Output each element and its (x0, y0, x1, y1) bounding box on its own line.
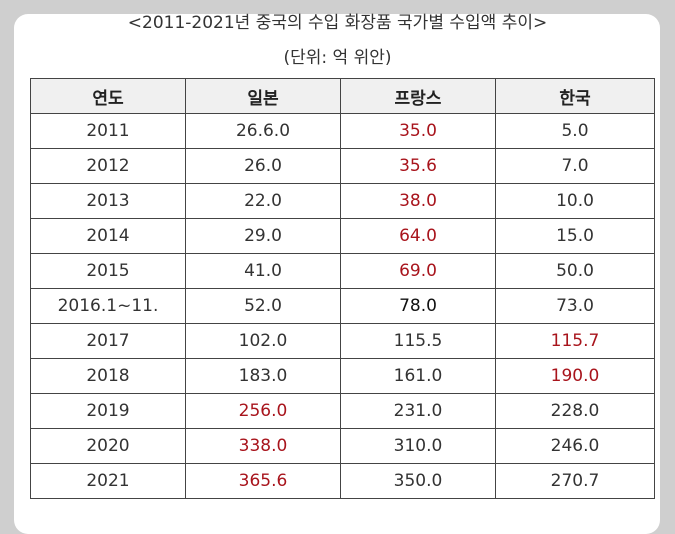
cell-korea: 50.0 (495, 253, 655, 289)
cell-korea: 115.7 (495, 323, 655, 359)
cell-korea: 246.0 (495, 428, 655, 464)
cell-japan: 338.0 (185, 428, 341, 464)
cell-year: 2016.1~11. (30, 288, 186, 324)
cell-korea: 270.7 (495, 463, 655, 499)
cell-year: 2011 (30, 113, 186, 149)
header-korea: 한국 (495, 78, 655, 114)
table-title: <2011-2021년 중국의 수입 화장품 국가별 수입액 추이> (127, 13, 548, 33)
cell-year: 2012 (30, 148, 186, 184)
cell-france: 64.0 (340, 218, 496, 254)
header-year: 연도 (30, 78, 186, 114)
cell-japan: 26.0 (185, 148, 341, 184)
cell-france: 161.0 (340, 358, 496, 394)
cell-year: 2021 (30, 463, 186, 499)
cell-korea: 190.0 (495, 358, 655, 394)
table-row: 2012 26.0 35.6 7.0 (30, 148, 655, 184)
table-row: 2021 365.6 350.0 270.7 (30, 463, 655, 499)
cell-japan: 22.0 (185, 183, 341, 219)
cell-japan: 183.0 (185, 358, 341, 394)
header-row: 연도 일본 프랑스 한국 (30, 78, 655, 114)
cell-france: 115.5 (340, 323, 496, 359)
cell-korea: 10.0 (495, 183, 655, 219)
cell-japan: 102.0 (185, 323, 341, 359)
table-row: 2017 102.0 115.5 115.7 (30, 323, 655, 359)
table-row: 2016.1~11. 52.0 78.0 73.0 (30, 288, 655, 324)
cell-korea: 73.0 (495, 288, 655, 324)
cell-france: 310.0 (340, 428, 496, 464)
table-row: 2015 41.0 69.0 50.0 (30, 253, 655, 289)
cell-year: 2018 (30, 358, 186, 394)
header-france: 프랑스 (340, 78, 496, 114)
cell-france: 350.0 (340, 463, 496, 499)
cell-year: 2013 (30, 183, 186, 219)
table-row: 2018 183.0 161.0 190.0 (30, 358, 655, 394)
cell-france: 231.0 (340, 393, 496, 429)
table-row: 2019 256.0 231.0 228.0 (30, 393, 655, 429)
cell-japan: 26.6.0 (185, 113, 341, 149)
cell-korea: 5.0 (495, 113, 655, 149)
cell-japan: 365.6 (185, 463, 341, 499)
table-row: 2011 26.6.0 35.0 5.0 (30, 113, 655, 149)
cell-japan: 41.0 (185, 253, 341, 289)
cell-france: 35.6 (340, 148, 496, 184)
cell-korea: 7.0 (495, 148, 655, 184)
cell-year: 2020 (30, 428, 186, 464)
cell-korea: 228.0 (495, 393, 655, 429)
cell-year: 2015 (30, 253, 186, 289)
cell-japan: 256.0 (185, 393, 341, 429)
cell-japan: 29.0 (185, 218, 341, 254)
cell-france: 38.0 (340, 183, 496, 219)
table-row: 2013 22.0 38.0 10.0 (30, 183, 655, 219)
cell-france: 69.0 (340, 253, 496, 289)
cell-japan: 52.0 (185, 288, 341, 324)
cell-france: 78.0 (340, 288, 496, 324)
table-row: 2014 29.0 64.0 15.0 (30, 218, 655, 254)
cell-korea: 15.0 (495, 218, 655, 254)
cell-year: 2019 (30, 393, 186, 429)
unit-caption: (단위: 억 위안) (283, 48, 392, 68)
header-japan: 일본 (185, 78, 341, 114)
import-table: 연도 일본 프랑스 한국 2011 26.6.0 35.0 5.0 2012 26.0 35… (30, 78, 655, 499)
cell-year: 2014 (30, 218, 186, 254)
cell-france: 35.0 (340, 113, 496, 149)
table-row: 2020 338.0 310.0 246.0 (30, 428, 655, 464)
cell-year: 2017 (30, 323, 186, 359)
